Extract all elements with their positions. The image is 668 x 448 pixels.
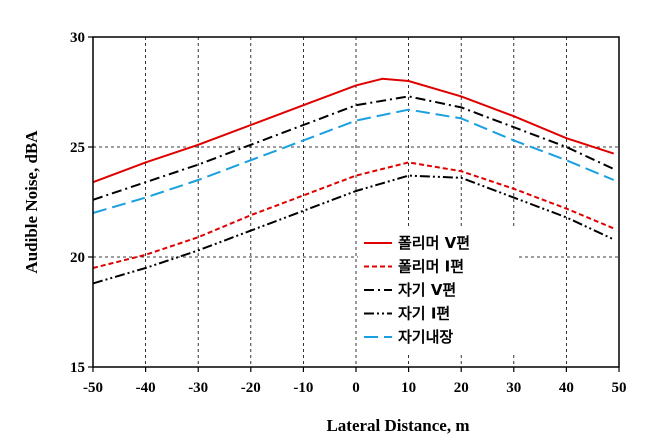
legend-label-5: 자기내장: [398, 328, 453, 346]
series-line-2: [92, 161, 615, 269]
x-tick-label: -30: [188, 380, 208, 396]
y-tick-label: 20: [70, 250, 85, 266]
x-tick-label: -20: [241, 380, 261, 396]
series-line-4: [92, 174, 615, 285]
x-tick-label: 0: [352, 380, 360, 396]
series-lines: [92, 77, 615, 285]
legend-label-4: 자기 I편: [398, 305, 450, 323]
x-tick-labels: -50 -40 -30 -20 -10 0 10 20 30 40 50: [83, 367, 627, 396]
legend-label-3: 자기 V편: [398, 281, 456, 299]
x-axis-title: Lateral Distance, m: [326, 416, 469, 435]
y-tick-labels: 15 20 25 30: [70, 30, 93, 376]
x-tick-label: 20: [454, 380, 469, 396]
series-line-3: [92, 95, 615, 201]
y-axis-title: Audible Noise, dBA: [22, 130, 41, 274]
series-line-5: [92, 108, 615, 214]
x-tick-label: 50: [612, 380, 627, 396]
x-tick-label: 30: [506, 380, 521, 396]
series-line-1: [92, 77, 615, 184]
x-tick-label: -10: [293, 380, 313, 396]
x-tick-label: 40: [559, 380, 574, 396]
grid: [93, 37, 619, 367]
y-tick-label: 30: [70, 30, 85, 46]
x-tick-label: 10: [401, 380, 416, 396]
legend-label-1: 폴리머 V편: [398, 234, 470, 252]
y-tick-label: 15: [70, 360, 85, 376]
legend-label-2: 폴리머 I편: [398, 258, 464, 276]
y-tick-label: 25: [70, 140, 85, 156]
x-tick-label: -50: [83, 380, 103, 396]
x-tick-label: -40: [136, 380, 156, 396]
